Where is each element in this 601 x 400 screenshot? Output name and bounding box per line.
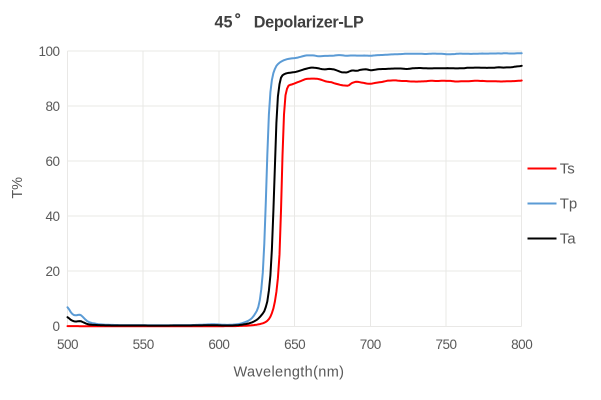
svg-text:0: 0 [52, 319, 59, 334]
svg-text:Ta: Ta [560, 231, 577, 248]
svg-text:45: 45 [215, 13, 233, 31]
svg-text:800: 800 [511, 337, 532, 352]
svg-text:Ts: Ts [560, 161, 575, 178]
svg-text:Tp: Tp [560, 196, 578, 213]
svg-text:700: 700 [360, 337, 381, 352]
svg-text:Wavelength(nm): Wavelength(nm) [234, 365, 345, 381]
svg-text:100: 100 [38, 44, 59, 59]
svg-text:650: 650 [284, 337, 305, 352]
svg-text:80: 80 [45, 99, 59, 114]
svg-text:600: 600 [208, 337, 229, 352]
svg-text:20: 20 [45, 264, 59, 279]
svg-text:40: 40 [45, 209, 59, 224]
svg-text:500: 500 [57, 337, 78, 352]
svg-text:550: 550 [133, 337, 154, 352]
svg-text:750: 750 [435, 337, 456, 352]
svg-text:60: 60 [45, 154, 59, 169]
svg-text:Depolarizer-LP: Depolarizer-LP [254, 13, 364, 31]
svg-text:T%: T% [10, 177, 26, 199]
